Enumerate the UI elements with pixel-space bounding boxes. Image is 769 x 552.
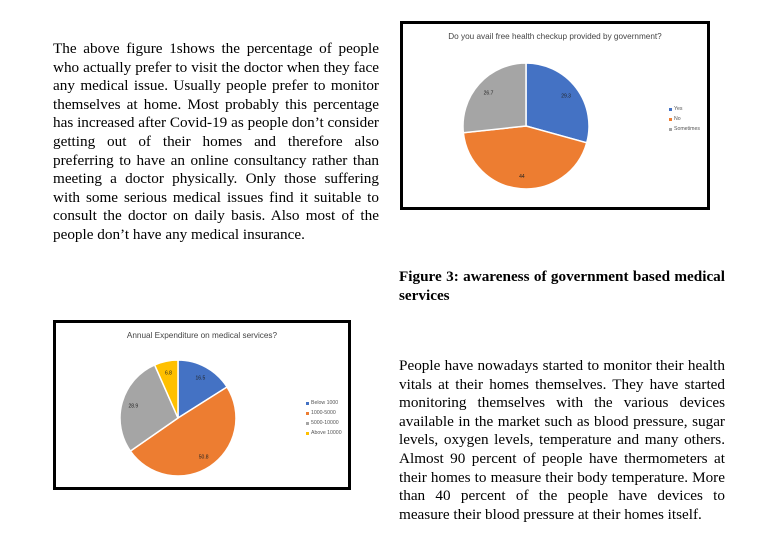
legend-item: 5000-10000 xyxy=(306,418,342,428)
data-label: 16.5 xyxy=(196,375,206,381)
figure-caption: Figure 3: awareness of government based … xyxy=(399,268,725,304)
legend-swatch xyxy=(669,117,672,121)
pie-slice-no xyxy=(462,125,588,190)
pie-plot: 29.3 44 26.7 xyxy=(462,62,590,190)
chart-title: Annual Expenditure on medical services? xyxy=(126,331,278,340)
legend-swatch xyxy=(306,401,309,405)
body-paragraph-left: The above figure 1shows the percentage o… xyxy=(53,40,379,243)
legend-swatch xyxy=(306,431,309,435)
chart-legend: Yes No Sometimes xyxy=(669,104,700,134)
data-label: 26.7 xyxy=(484,90,494,96)
data-label: 6.8 xyxy=(165,371,172,377)
legend-label: 1000-5000 xyxy=(311,410,336,416)
body-paragraph-right: People have nowadays started to monitor … xyxy=(399,357,725,523)
legend-label: Yes xyxy=(674,106,683,112)
legend-swatch xyxy=(306,411,309,415)
data-label: 50.8 xyxy=(199,455,209,461)
legend-label: No xyxy=(674,116,681,122)
health-checkup-pie-chart: Do you avail free health checkup provide… xyxy=(400,21,710,210)
legend-item: Above 10000 xyxy=(306,428,342,438)
pie-slice-1000-5000 xyxy=(129,385,237,477)
medical-expenditure-pie-chart: Annual Expenditure on medical services? … xyxy=(53,320,351,490)
legend-item: Yes xyxy=(669,104,700,114)
legend-label: Above 10000 xyxy=(311,430,342,436)
legend-item: Below 1000 xyxy=(306,398,342,408)
pie-slice-yes xyxy=(525,62,590,144)
pie-slice-below-1000 xyxy=(177,359,229,420)
legend-swatch xyxy=(669,127,672,131)
chart-title: Do you avail free health checkup provide… xyxy=(448,32,662,41)
data-label: 44 xyxy=(519,174,525,180)
pie-slice-above-10000 xyxy=(153,359,179,419)
data-label: 28.9 xyxy=(128,403,138,409)
pie-slice-sometimes xyxy=(462,62,527,134)
legend-item: 1000-5000 xyxy=(306,408,342,418)
legend-swatch xyxy=(669,107,672,111)
legend-label: Below 1000 xyxy=(311,400,339,406)
legend-swatch xyxy=(306,421,309,425)
data-label: 29.3 xyxy=(561,93,571,99)
legend-label: Sometimes xyxy=(674,126,700,132)
legend-label: 5000-10000 xyxy=(311,420,339,426)
legend-item: No xyxy=(669,114,700,124)
chart-legend: Below 1000 1000-5000 5000-10000 Above 10000 xyxy=(306,398,342,438)
pie-plot: 16.5 50.8 28.9 6.8 xyxy=(119,359,237,477)
legend-item: Sometimes xyxy=(669,124,700,134)
